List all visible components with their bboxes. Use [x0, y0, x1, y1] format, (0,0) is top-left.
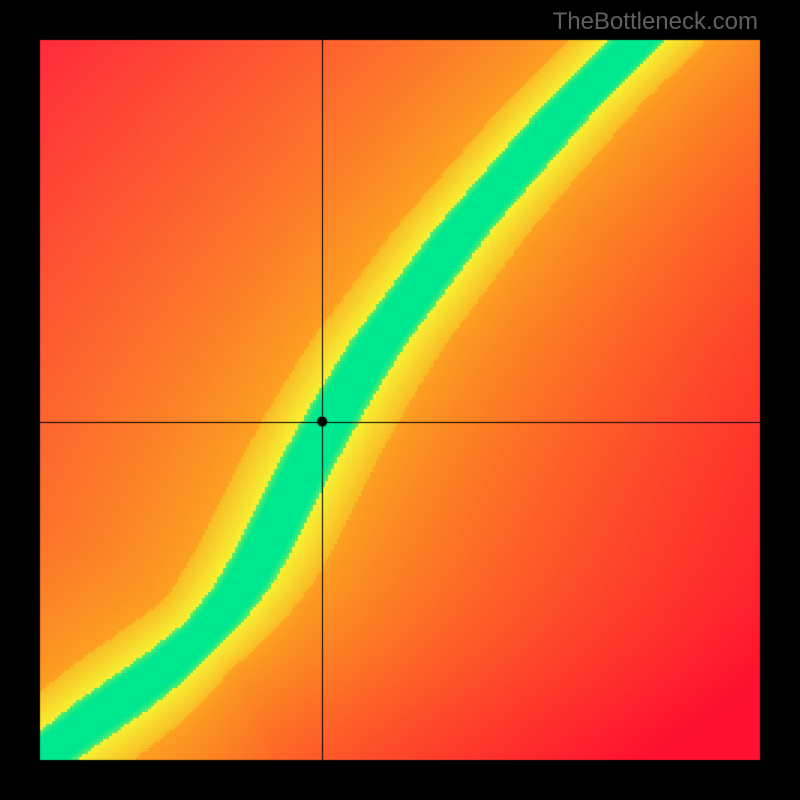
chart-container: { "chart": { "type": "heatmap", "canvas"… [0, 0, 800, 800]
bottleneck-heatmap [0, 0, 800, 800]
branding-watermark: TheBottleneck.com [553, 8, 758, 36]
